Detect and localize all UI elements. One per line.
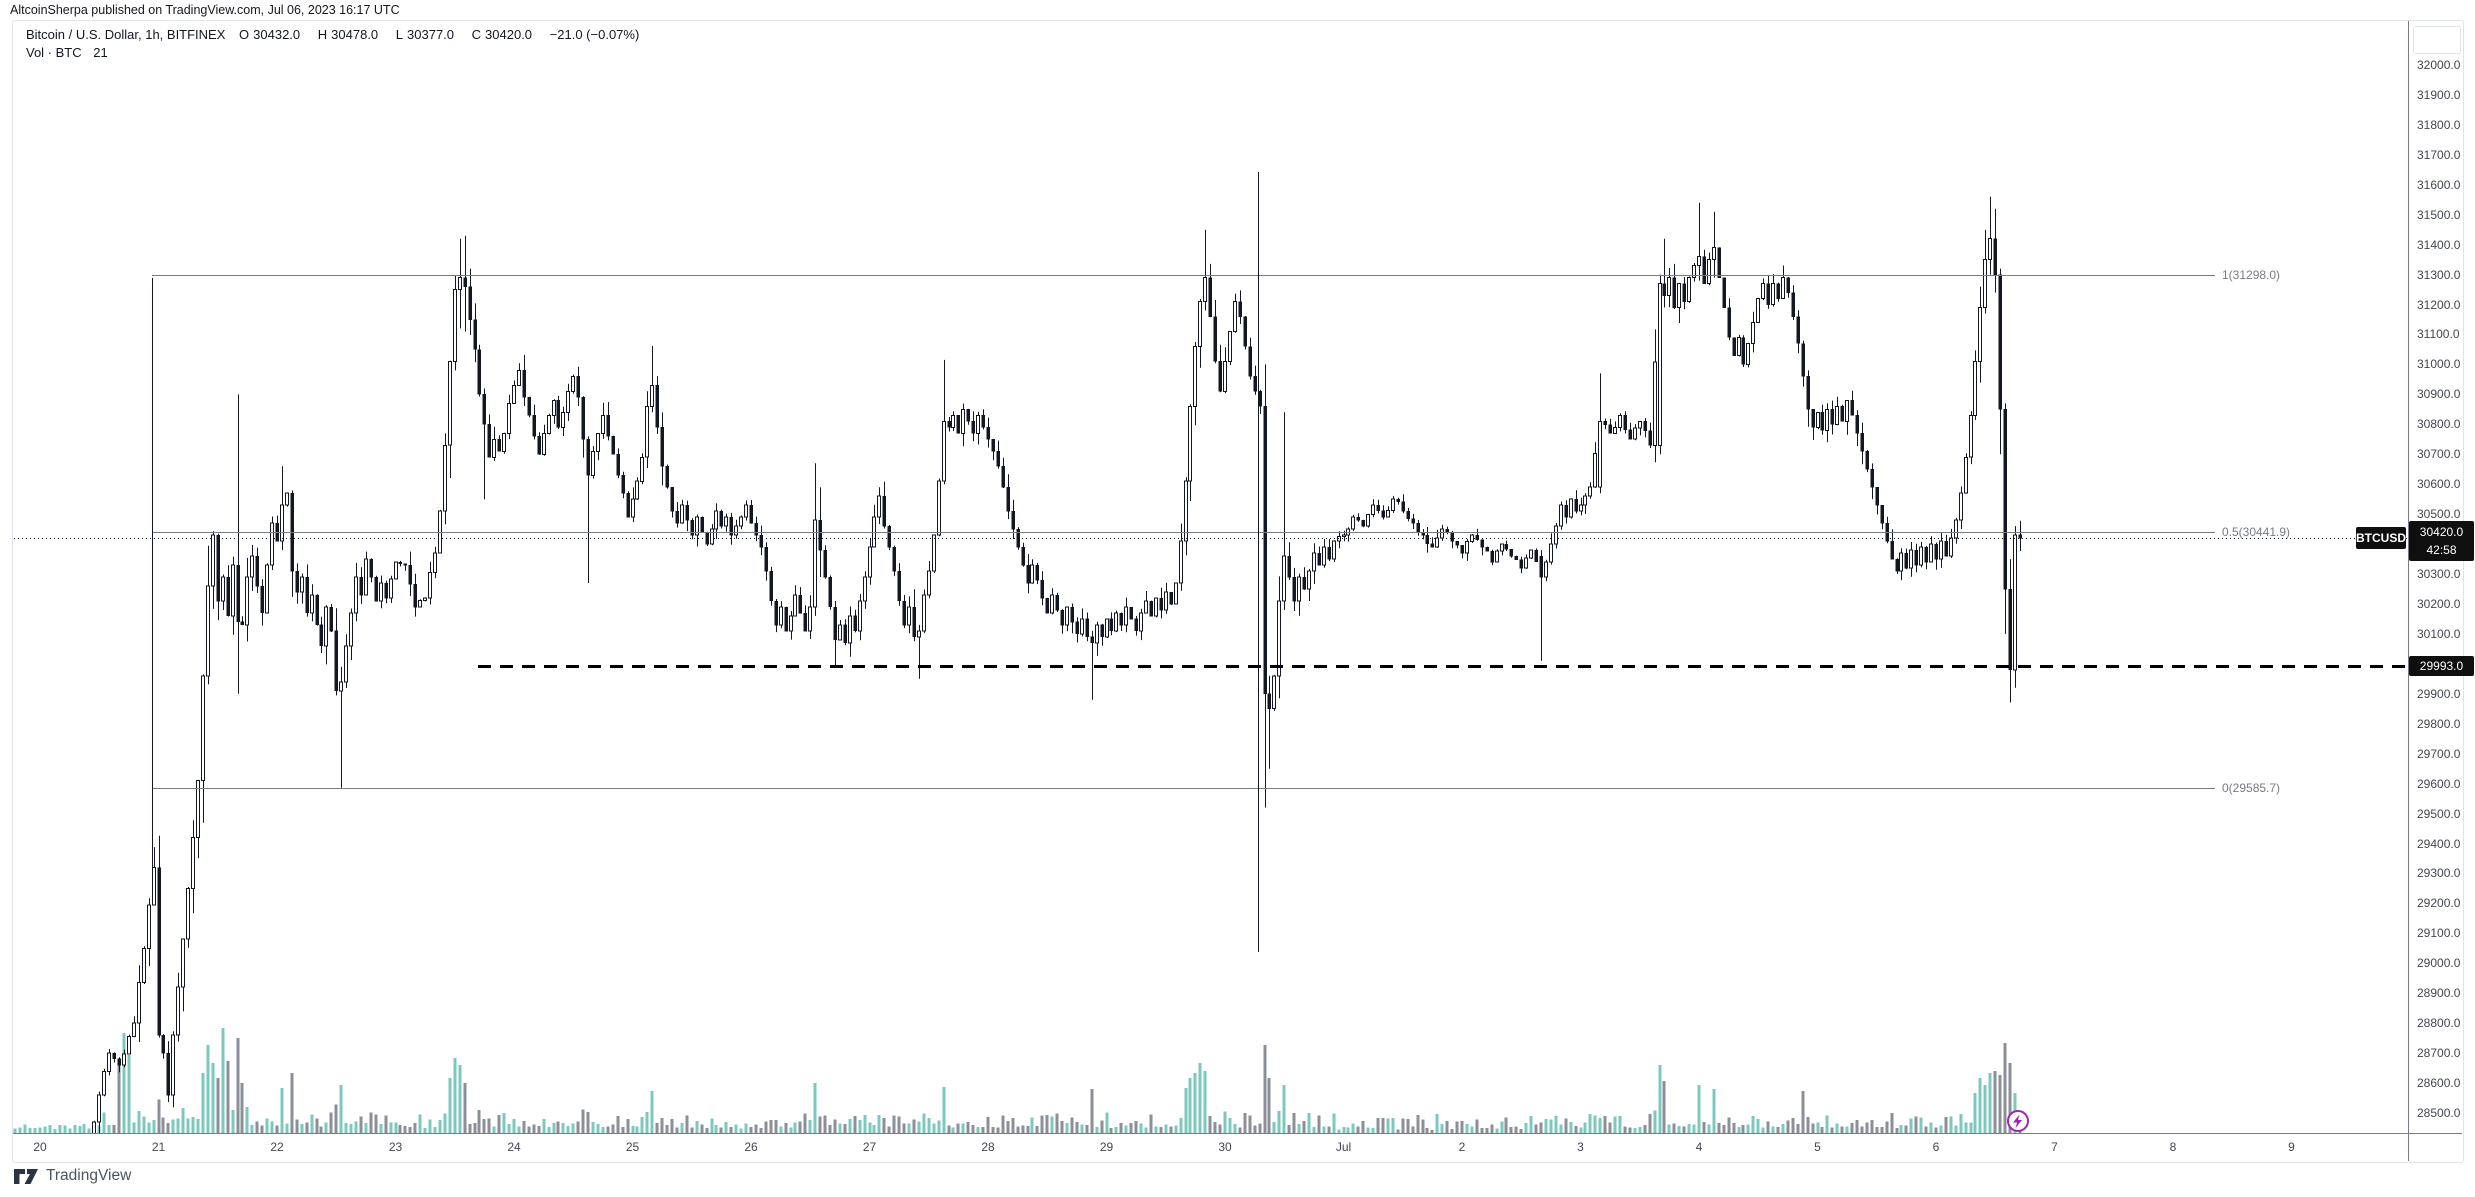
price-tick: 29800.0 <box>2417 716 2461 731</box>
drawing-anchor-line <box>1258 172 1259 952</box>
price-tick: 28700.0 <box>2417 1046 2461 1061</box>
time-tick: 29 <box>1099 1140 1114 1154</box>
price-tick: 30500.0 <box>2417 507 2461 522</box>
price-tick: 28500.0 <box>2417 1106 2461 1120</box>
price-tick: 29900.0 <box>2417 686 2461 701</box>
legend-volume-row[interactable]: Vol · BTC 21 <box>26 45 108 60</box>
low-value: 30377.0 <box>407 27 455 42</box>
price-tick: 28800.0 <box>2417 1016 2461 1031</box>
boost-flash-icon[interactable] <box>2007 1110 2029 1132</box>
fib-level-line <box>152 275 2215 277</box>
price-tick: 29600.0 <box>2417 776 2461 791</box>
price-tick: 30700.0 <box>2417 447 2461 462</box>
price-tick: 32000.0 <box>2417 58 2461 72</box>
high-label: H 30478.0 <box>317 27 379 42</box>
fib-level-line <box>152 531 2215 533</box>
time-tick: Jul <box>1335 1140 1352 1154</box>
price-tick: 29200.0 <box>2417 896 2461 911</box>
time-tick: 22 <box>270 1140 284 1154</box>
change-value: −21.0 (−0.07%) <box>549 27 640 42</box>
close-value: 30420.0 <box>485 27 533 42</box>
price-tick: 30800.0 <box>2417 417 2461 432</box>
tradingview-logo-icon <box>14 1169 38 1184</box>
open-value: 30432.0 <box>253 27 301 42</box>
price-tick: 29500.0 <box>2417 806 2461 821</box>
time-tick: 25 <box>625 1140 640 1154</box>
open-label: O 30432.0 <box>239 27 301 42</box>
level-price-tag: 29993.0 <box>2409 655 2474 676</box>
time-tick: 26 <box>744 1140 758 1154</box>
price-tick: 30300.0 <box>2417 567 2461 582</box>
time-tick: 24 <box>507 1140 521 1154</box>
price-tick: 30900.0 <box>2417 387 2461 402</box>
tradingview-logo-text: TradingView <box>46 1167 132 1184</box>
price-tick: 31100.0 <box>2417 327 2460 342</box>
price-tick: 31900.0 <box>2417 87 2461 102</box>
current-price-line <box>14 538 2407 539</box>
time-tick: 5 <box>1814 1140 1821 1154</box>
volume-value: 21 <box>93 45 108 60</box>
price-tick: 30100.0 <box>2417 626 2461 641</box>
tradingview-attribution[interactable]: TradingView <box>14 1167 131 1185</box>
price-tick: 30200.0 <box>2417 596 2461 611</box>
time-tick: 6 <box>1932 1140 1940 1154</box>
price-tick: 29400.0 <box>2417 836 2461 851</box>
time-tick: 27 <box>862 1140 877 1154</box>
chart-frame <box>12 20 2464 1163</box>
price-tick: 29700.0 <box>2417 746 2461 761</box>
price-tick: 31800.0 <box>2417 117 2461 132</box>
time-tick: 23 <box>388 1140 403 1154</box>
time-tick: 4 <box>1695 1140 1703 1154</box>
current-price-tag: 30420.0 42:58 <box>2409 521 2474 561</box>
price-tick: 29300.0 <box>2417 866 2461 881</box>
time-tick: 7 <box>2051 1140 2058 1154</box>
time-tick: 3 <box>1577 1140 1584 1154</box>
price-tick: 31300.0 <box>2417 267 2461 282</box>
price-tick: 31500.0 <box>2417 207 2461 222</box>
time-tick: 21 <box>151 1140 166 1154</box>
drawing-anchor-line <box>152 278 153 868</box>
price-tick: 31200.0 <box>2417 297 2461 312</box>
price-tick: 28600.0 <box>2417 1076 2461 1091</box>
horizontal-level-line[interactable] <box>478 664 2407 668</box>
volume-label: Vol · BTC <box>26 45 82 60</box>
bar-countdown: 42:58 <box>2426 543 2457 557</box>
symbol-badge: BTCUSD <box>2356 527 2406 549</box>
fib-level-label: 1(31298.0) <box>2222 268 2281 283</box>
price-tick: 31000.0 <box>2417 357 2461 372</box>
price-tick: 29100.0 <box>2417 926 2461 941</box>
candlestick-chart[interactable] <box>0 0 2475 1161</box>
price-tick: 31400.0 <box>2417 237 2461 252</box>
symbol-title: Bitcoin / U.S. Dollar, 1h, BITFINEX <box>26 27 226 42</box>
fib-level-line <box>152 787 2215 789</box>
low-label: L 30377.0 <box>395 27 455 42</box>
fib-level-label: 0(29585.7) <box>2222 780 2281 795</box>
price-tick: 31700.0 <box>2417 147 2461 162</box>
price-axis-top-box <box>2413 26 2461 54</box>
time-tick: 28 <box>981 1140 995 1154</box>
time-tick: 2 <box>1458 1140 1466 1154</box>
price-tick: 31600.0 <box>2417 177 2461 192</box>
time-axis-border <box>13 1133 2462 1134</box>
current-price-value: 30420.0 <box>2419 525 2464 539</box>
time-tick: 30 <box>1218 1140 1232 1154</box>
fib-level-label: 0.5(30441.9) <box>2222 524 2291 539</box>
time-tick: 8 <box>2169 1140 2177 1154</box>
publish-attribution: AltcoinSherpa published on TradingView.c… <box>10 3 400 17</box>
legend-symbol-row[interactable]: Bitcoin / U.S. Dollar, 1h, BITFINEX O 304… <box>26 27 643 42</box>
time-tick: 20 <box>33 1140 47 1154</box>
price-tick: 30600.0 <box>2417 477 2461 492</box>
price-tick: 29000.0 <box>2417 956 2461 971</box>
price-tick: 28900.0 <box>2417 986 2461 1001</box>
price-axis-border <box>2408 21 2409 1161</box>
time-tick: 9 <box>2288 1140 2295 1154</box>
high-value: 30478.0 <box>331 27 379 42</box>
close-label: C 30420.0 <box>471 27 533 42</box>
